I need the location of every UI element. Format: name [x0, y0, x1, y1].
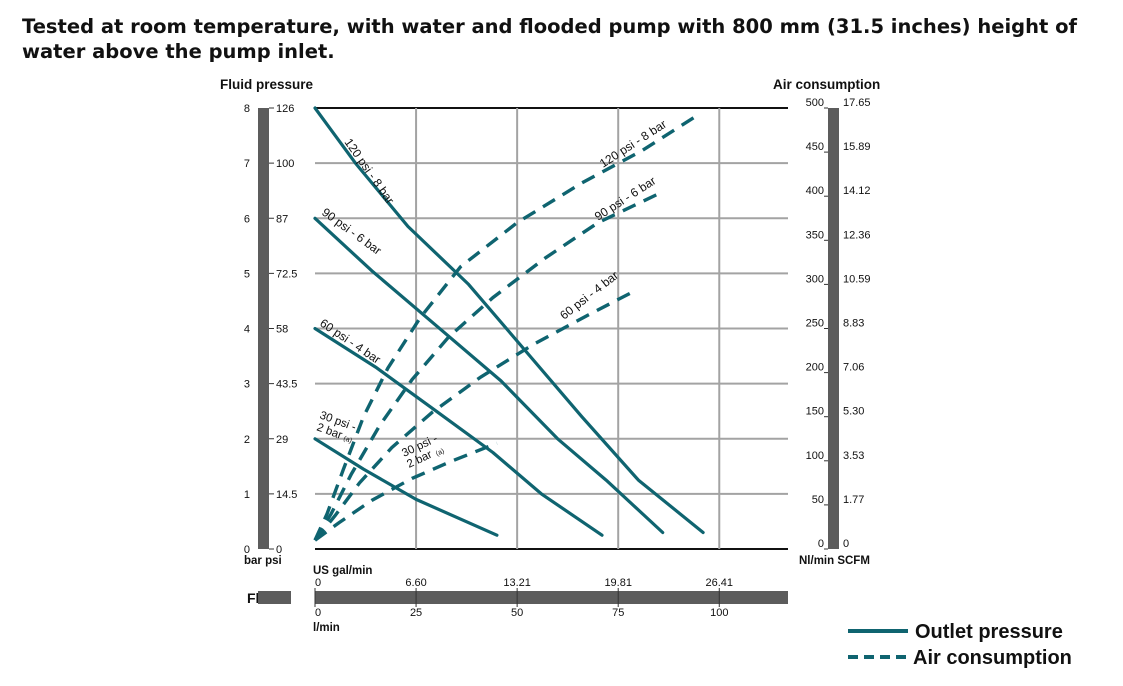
left-axis-psi-tick-label: 14.5 — [276, 489, 297, 501]
outlet-pressure-line — [313, 216, 665, 535]
left-axis-bar-tick-label: 6 — [244, 213, 250, 225]
series — [313, 106, 705, 542]
left-axis-label: Fluid pressure — [220, 77, 314, 92]
legend-outlet-label: Outlet pressure — [915, 621, 1063, 643]
air-consumption-line — [313, 291, 632, 542]
left-axis-psi-tick-label: 58 — [276, 324, 288, 336]
x-axis-lmin-tick-label: 0 — [315, 607, 321, 619]
outlet-pressure-line — [313, 437, 499, 537]
right-axis-nlmin-tick-label: 250 — [806, 318, 824, 330]
right-axis-scfm-tick-label: 17.65 — [843, 97, 871, 109]
x-axis-bar-left — [258, 591, 291, 604]
right-axis-nlmin-tick-label: 400 — [806, 185, 824, 197]
left-axis-psi-tick-label: 126 — [276, 103, 294, 115]
right-axis-nlmin-tick-label: 350 — [806, 229, 824, 241]
right-axis-nlmin-tick-label: 450 — [806, 141, 824, 153]
left-axis-units: bar psi — [244, 555, 282, 567]
left-axis-psi-tick-label: 43.5 — [276, 379, 297, 391]
left-axis-bar-tick-label: 5 — [244, 268, 250, 280]
left-axis-bar-tick-label: 8 — [244, 103, 250, 115]
air-label-footnote: (a) — [435, 448, 446, 458]
x-axis-gal-tick-label: 6.60 — [405, 577, 426, 589]
right-axis-nlmin-tick-label: 0 — [818, 538, 824, 550]
right-axis-scfm-tick-label: 8.83 — [843, 318, 864, 330]
outlet-label-footnote: (a) — [342, 435, 352, 445]
left-axis-bar-tick-label: 1 — [244, 489, 250, 501]
legend: Outlet pressure Air consumption — [848, 621, 1072, 669]
legend-air-label: Air consumption — [913, 647, 1072, 669]
outlet-label-60psi: 60 psi - 4 bar — [317, 316, 383, 367]
right-axis-scfm-tick-label: 5.30 — [843, 406, 864, 418]
left-axis-psi-tick-label: 72.5 — [276, 268, 297, 280]
x-axis-lmin-tick-label: 75 — [612, 607, 624, 619]
chart-title: Tested at room temperature, with water a… — [22, 15, 1077, 63]
right-axis-nlmin-tick-label: 500 — [806, 97, 824, 109]
left-axis-psi-tick-label: 29 — [276, 434, 288, 446]
left-axis-psi-tick-label: 0 — [276, 544, 282, 556]
x-axis-gal-tick-label: 13.21 — [503, 577, 531, 589]
outlet-pressure-line — [313, 326, 604, 537]
x-axis-gal-label: US gal/min — [313, 565, 372, 577]
left-axis-bar — [258, 108, 269, 549]
right-axis-nlmin-tick-label: 50 — [812, 494, 824, 506]
air-consumption-line — [313, 190, 664, 542]
left-axis-bar-tick-label: 7 — [244, 158, 250, 170]
right-axis-label: Air consumption — [773, 77, 880, 92]
right-axis-scfm-tick-label: 12.36 — [843, 229, 871, 241]
right-axis-nlmin-tick-label: 300 — [806, 273, 824, 285]
right-axis-scfm-tick-label: 0 — [843, 538, 849, 550]
right-axis-scfm-tick-label: 3.53 — [843, 450, 864, 462]
x-axis-gal-tick-label: 26.41 — [706, 577, 734, 589]
left-axis-bar-tick-label: 0 — [244, 544, 250, 556]
right-axis-nlmin-tick-label: 100 — [806, 450, 824, 462]
x-axis-gal-tick-label: 19.81 — [604, 577, 632, 589]
right-axis-nlmin-tick-label: 150 — [806, 406, 824, 418]
right-axis-scfm-tick-label: 7.06 — [843, 362, 864, 374]
x-axis-lmin-label: l/min — [313, 622, 340, 634]
left-axis-bar-tick-label: 4 — [244, 324, 250, 336]
right-axis-nlmin-tick-label: 200 — [806, 362, 824, 374]
x-axis-lmin-tick-label: 25 — [410, 607, 422, 619]
left-axis-psi-tick-label: 87 — [276, 213, 288, 225]
right-axis-scfm-tick-label: 15.89 — [843, 141, 871, 153]
right-axis-units: Nl/min SCFM — [799, 555, 870, 567]
x-axis-bar — [315, 591, 788, 604]
right-axis-scfm-tick-label: 1.77 — [843, 494, 864, 506]
right-axis-scfm-tick-label: 10.59 — [843, 273, 871, 285]
axes: 0 0 1 14.5 2 29 3 43.5 4 58 5 72.5 6 87 7 100 8 126 0 0 50 1.… — [244, 97, 871, 619]
left-axis-bar-tick-label: 3 — [244, 379, 250, 391]
grid — [315, 107, 788, 550]
air-label-60psi: 60 psi - 4 bar — [557, 268, 621, 322]
x-axis-lmin-tick-label: 100 — [710, 607, 728, 619]
air-consumption-line — [313, 441, 498, 542]
left-axis-bar-tick-label: 2 — [244, 434, 250, 446]
outlet-pressure-line — [313, 106, 705, 535]
x-axis-gal-tick-label: 0 — [315, 577, 321, 589]
right-axis-scfm-tick-label: 14.12 — [843, 185, 871, 197]
outlet-label-120psi: 120 psi - 8 bar — [342, 136, 397, 207]
left-axis-psi-tick-label: 100 — [276, 158, 294, 170]
x-axis-lmin-tick-label: 50 — [511, 607, 523, 619]
right-axis-bar — [828, 108, 839, 549]
